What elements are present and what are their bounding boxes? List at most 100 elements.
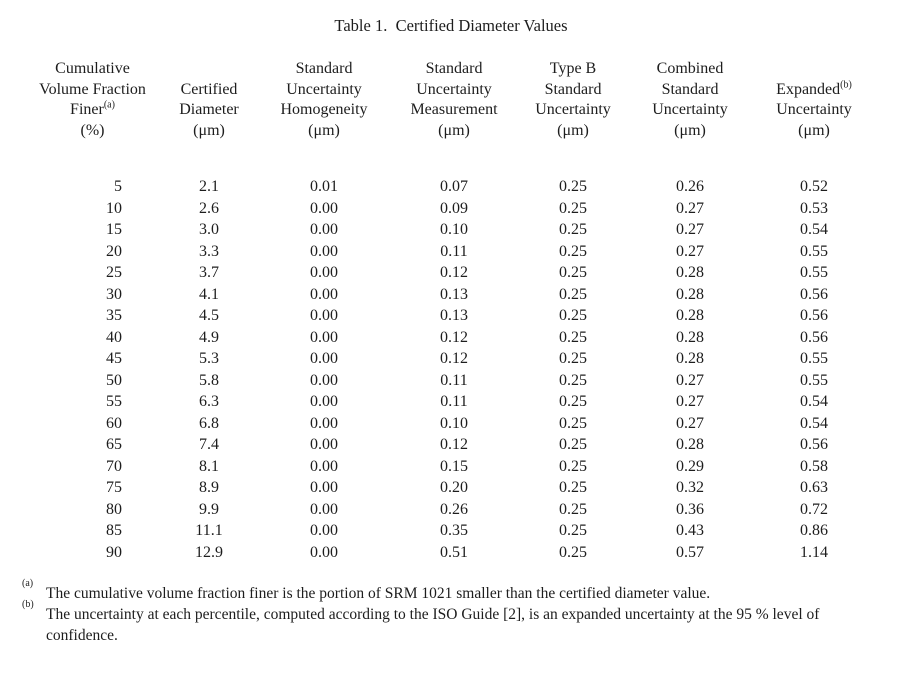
header-line: (%) xyxy=(80,121,105,139)
table-body: 5 2.1 0.01 0.07 0.25 0.26 0.52 10 2.6 0.00 0.09 0.2… xyxy=(25,141,876,563)
footnote-text: The uncertainty at each percentile, comp… xyxy=(46,606,820,644)
table-cell: 0.00 xyxy=(310,393,338,410)
table-cell: 45 xyxy=(106,350,122,367)
table-cell: 0.00 xyxy=(310,242,338,260)
header-line: Type B xyxy=(549,60,597,77)
header-line: (μm) xyxy=(798,121,830,139)
table-cell: 0.54 xyxy=(800,414,828,432)
table-cell: 55 xyxy=(106,393,122,410)
footnote-a: (a) The cumulative volume fraction finer … xyxy=(22,578,711,603)
table-cell: 0.25 xyxy=(559,221,587,238)
table-cell: 0.25 xyxy=(559,328,587,346)
table-cell: 0.55 xyxy=(800,242,828,260)
table-cell: 0.28 xyxy=(676,264,704,281)
table-cell: 0.00 xyxy=(310,371,338,389)
table-cell: 0.28 xyxy=(676,350,704,367)
table-cell: 0.11 xyxy=(440,371,468,389)
table-cell: 0.26 xyxy=(440,500,468,518)
table-cell: 0.28 xyxy=(676,436,704,453)
table-cell: 0.56 xyxy=(800,307,828,324)
table-cell: 0.27 xyxy=(676,199,704,217)
table-cell: 0.00 xyxy=(310,328,338,346)
table-cell: 0.25 xyxy=(559,436,587,453)
table-cell: 4.1 xyxy=(199,285,219,303)
table-cell: 0.25 xyxy=(559,350,587,367)
table-cell: 0.01 xyxy=(310,178,338,195)
table-cell: 0.55 xyxy=(800,350,828,367)
table-cell: 0.27 xyxy=(676,414,704,432)
table-cell: 0.26 xyxy=(676,178,704,195)
table-cell: 0.54 xyxy=(800,393,828,410)
table-cell: 0.25 xyxy=(559,543,587,561)
table-cell: 0.27 xyxy=(676,221,704,238)
header-line: Combined xyxy=(656,60,724,77)
table-cell: 0.72 xyxy=(800,500,828,518)
header-line: (μm) xyxy=(557,121,589,139)
table-cell: 80 xyxy=(106,500,122,518)
header-line: Standard xyxy=(544,80,602,98)
document-page: Table 1. Certified Diameter Values Cumul… xyxy=(0,16,902,646)
table-cell: 0.12 xyxy=(440,350,468,367)
header-line: Cumulative xyxy=(55,60,130,77)
header-line: Homogeneity xyxy=(280,101,368,118)
table-cell: 0.56 xyxy=(800,285,828,303)
header-line: Uncertainty xyxy=(776,101,852,118)
footnote-b: (b) The uncertainty at each percentile, c… xyxy=(22,599,820,645)
table-cell: 0.25 xyxy=(559,307,587,324)
column-header-7: Expanded(b) Uncertainty (μm) xyxy=(752,59,876,141)
header-line: Finer(a) xyxy=(70,99,115,118)
table-row: 50 5.8 0.00 0.11 0.25 0.27 0.55 xyxy=(25,370,876,392)
table-cell: 0.07 xyxy=(440,178,468,195)
table-row: 5 2.1 0.01 0.07 0.25 0.26 0.52 xyxy=(25,141,876,198)
table-cell: 0.35 xyxy=(440,522,468,539)
table-cell: 0.25 xyxy=(559,457,587,475)
table-row: 60 6.8 0.00 0.10 0.25 0.27 0.54 xyxy=(25,413,876,435)
header-line: Certified xyxy=(180,80,238,98)
header-line: Diameter xyxy=(179,101,239,118)
header-row: Cumulative Volume Fraction Finer(a) (%) Cert… xyxy=(25,59,876,141)
table-cell: 0.53 xyxy=(800,199,828,217)
table-row: 40 4.9 0.00 0.12 0.25 0.28 0.56 xyxy=(25,327,876,349)
table-cell: 20 xyxy=(106,242,122,260)
header-line: (μm) xyxy=(674,121,706,139)
table-cell: 9.9 xyxy=(199,500,219,518)
table-cell: 0.25 xyxy=(559,414,587,432)
table-cell: 70 xyxy=(106,457,122,475)
header-line: (μm) xyxy=(438,121,470,139)
table-cell: 5.3 xyxy=(199,350,219,367)
table-cell: 90 xyxy=(106,543,122,561)
table-cell: 0.54 xyxy=(800,221,828,238)
footnotes: (a) The cumulative volume fraction finer … xyxy=(20,578,882,646)
table-cell: 2.1 xyxy=(199,178,219,195)
table-cell: 0.43 xyxy=(676,522,704,539)
table-cell: 0.09 xyxy=(440,199,468,217)
table-cell: 0.10 xyxy=(440,414,468,432)
header-line: Volume Fraction xyxy=(39,80,146,98)
table-cell: 0.00 xyxy=(310,199,338,217)
footnote-marker-ref: (a) xyxy=(103,99,115,111)
table-cell: 0.28 xyxy=(676,328,704,346)
table-cell: 0.25 xyxy=(559,371,587,389)
table-cell: 0.00 xyxy=(310,500,338,518)
table-row: 65 7.4 0.00 0.12 0.25 0.28 0.56 xyxy=(25,434,876,456)
table-cell: 0.55 xyxy=(800,371,828,389)
certified-diameter-table: Cumulative Volume Fraction Finer(a) (%) Cert… xyxy=(25,59,876,563)
table-cell: 0.28 xyxy=(676,307,704,324)
table-cell: 15 xyxy=(106,221,122,238)
table-cell: 3.0 xyxy=(199,221,219,238)
table-cell: 0.25 xyxy=(559,479,587,496)
table-cell: 0.25 xyxy=(559,242,587,260)
table-cell: 8.9 xyxy=(199,479,219,496)
footnote-marker-ref: (b) xyxy=(840,79,852,91)
column-header-4: Standard Uncertainty Measurement (μm) xyxy=(390,59,518,141)
header-line: Expanded(b) xyxy=(776,79,852,98)
table-cell: 0.00 xyxy=(310,350,338,367)
table-row: 85 11.1 0.00 0.35 0.25 0.43 0.86 xyxy=(25,520,876,542)
header-line: Standard xyxy=(425,60,483,77)
table-cell: 0.55 xyxy=(800,264,828,281)
table-row: 35 4.5 0.00 0.13 0.25 0.28 0.56 xyxy=(25,305,876,327)
table-cell: 0.36 xyxy=(676,500,704,518)
header-line: Uncertainty xyxy=(286,80,362,98)
column-header-6: Combined Standard Uncertainty (μm) xyxy=(628,59,752,141)
table-row: 55 6.3 0.00 0.11 0.25 0.27 0.54 xyxy=(25,391,876,413)
